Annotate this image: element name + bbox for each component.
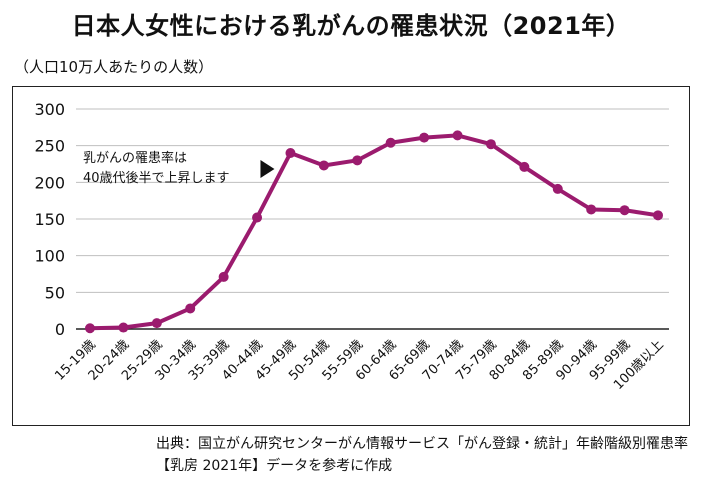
- line-chart: 05010015020025030015-19歳20-24歳25-29歳30-3…: [34, 100, 669, 393]
- data-point: [285, 148, 296, 158]
- y-tick-label: 100: [34, 247, 65, 266]
- data-point: [419, 132, 430, 143]
- source-note: 出典：国立がん研究センターがん情報サービス「がん登録・統計」年齢階級別罹患率 【…: [156, 433, 688, 477]
- data-point: [385, 137, 396, 148]
- source-line-1: 出典：国立がん研究センターがん情報サービス「がん登録・統計」年齢階級別罹患率: [156, 436, 688, 452]
- y-tick-label: 150: [34, 210, 65, 229]
- annotation-line-1: 乳がんの罹患率は: [83, 150, 187, 166]
- data-point: [85, 323, 95, 334]
- y-tick-label: 0: [55, 320, 65, 339]
- data-point: [252, 212, 263, 223]
- source-line-2: 【乳房 2021年】データを参考に作成: [156, 458, 393, 474]
- y-tick-label: 50: [45, 283, 65, 302]
- data-point: [185, 303, 196, 314]
- y-tick-label: 250: [34, 137, 65, 156]
- data-point: [619, 205, 630, 216]
- y-tick-label: 200: [34, 173, 65, 192]
- data-point: [151, 318, 162, 329]
- data-point: [586, 204, 597, 215]
- annotation-line-2: 40歳代後半で上昇します: [83, 171, 230, 186]
- chart-panel: 0 50 100 150 200 250 300 15-19歳 20-24歳 25-29歳 30-3…: [12, 86, 690, 426]
- chart-title: 日本人女性における乳がんの罹患状況（2021年）: [71, 12, 631, 40]
- data-point: [653, 210, 663, 221]
- data-point: [318, 160, 329, 171]
- data-point: [485, 139, 496, 150]
- data-point: [519, 161, 530, 172]
- series-line: [89, 133, 659, 331]
- annotation-arrow: [260, 160, 275, 178]
- unit-note: （人口10万人あたりの人数）: [14, 58, 214, 76]
- data-point: [118, 322, 129, 333]
- y-tick-label: 300: [34, 100, 65, 119]
- data-point: [218, 271, 229, 282]
- data-point: [452, 130, 463, 141]
- data-point: [352, 155, 363, 166]
- data-point: [552, 183, 563, 194]
